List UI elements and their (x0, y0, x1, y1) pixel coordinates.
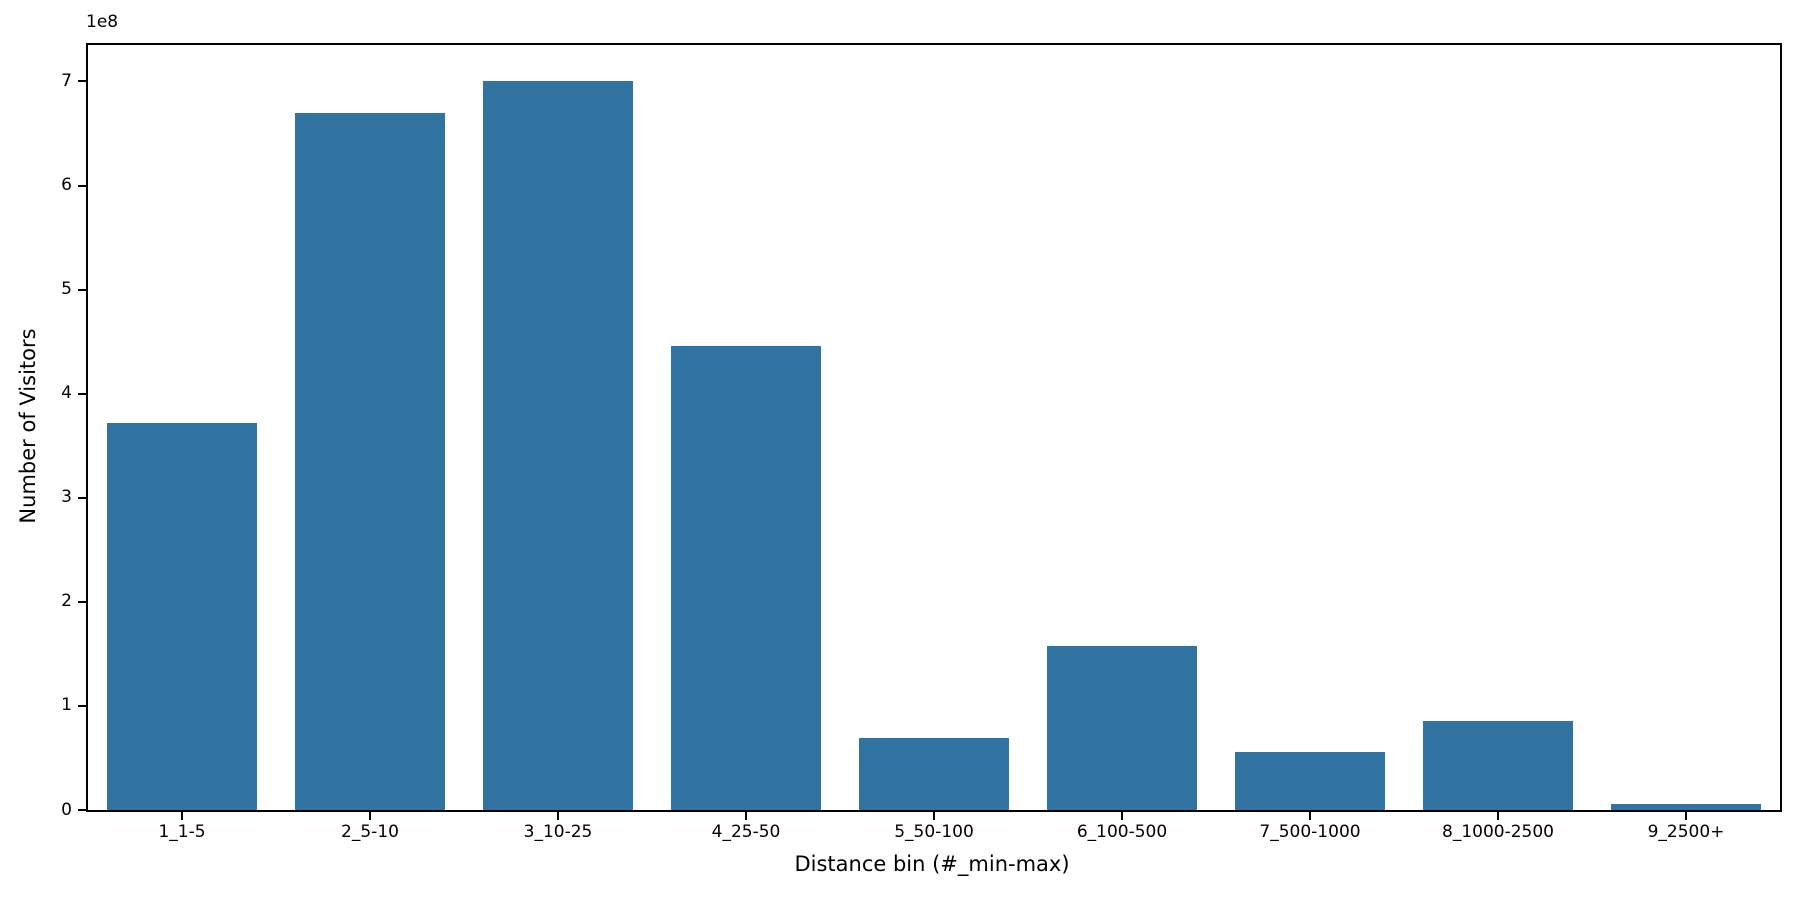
x-tick-mark (1121, 812, 1123, 820)
bar-2_5-10 (294, 112, 446, 810)
x-tick-label-8_1000-2500: 8_1000-2500 (1442, 822, 1554, 842)
y-tick-label-5: 5 (61, 279, 72, 300)
x-tick-label-1_1-5: 1_1-5 (158, 822, 206, 842)
y-tick-mark (78, 704, 86, 707)
x-tick-label-3_10-25: 3_10-25 (523, 822, 593, 842)
bar-9_2500+ (1610, 803, 1762, 810)
bar-1_1-5 (106, 422, 258, 810)
x-tick-label-4_25-50: 4_25-50 (711, 822, 781, 842)
x-axis-label: Distance bin (#_min-max) (794, 852, 1070, 876)
bar-3_10-25 (482, 81, 634, 810)
y-tick-label-0: 0 (61, 799, 72, 820)
y-tick-label-2: 2 (61, 591, 72, 612)
x-tick-mark (933, 812, 935, 820)
bar-4_25-50 (670, 345, 822, 810)
x-tick-mark (1497, 812, 1499, 820)
y-tick-label-1: 1 (61, 695, 72, 716)
y-tick-label-6: 6 (61, 175, 72, 195)
y-tick-label-4: 4 (61, 383, 72, 404)
x-tick-label-6_100-500: 6_100-500 (1076, 822, 1168, 842)
x-tick-label-9_2500+: 9_2500+ (1647, 822, 1725, 842)
y-axis-offset-text: 1e8 (86, 12, 119, 32)
x-tick-mark (745, 812, 747, 820)
bar-5_50-100 (858, 738, 1010, 810)
y-tick-label-3: 3 (61, 487, 72, 508)
y-axis-label: Number of Visitors (16, 328, 40, 524)
y-tick-mark (78, 496, 86, 499)
bar-6_100-500 (1046, 645, 1198, 810)
x-tick-mark (1309, 812, 1311, 820)
x-tick-label-5_50-100: 5_50-100 (894, 822, 974, 842)
y-tick-mark (78, 288, 86, 291)
y-tick-mark (78, 80, 86, 83)
x-tick-mark (181, 812, 183, 820)
bar-7_500-1000 (1234, 751, 1386, 810)
y-tick-mark (78, 600, 86, 603)
y-tick-label-7: 7 (61, 70, 72, 91)
bar-8_1000-2500 (1422, 720, 1574, 810)
plot-area: 0 1 2 3 4 5 6 7 1_1-5 2_5-10 3_10-25 4_25-50 5_50-10… (61, 43, 1782, 841)
x-tick-mark (557, 812, 559, 820)
x-tick-mark (1685, 812, 1687, 820)
x-tick-label-7_500-1000: 7_500-1000 (1259, 822, 1361, 842)
y-tick-mark (78, 184, 86, 187)
x-tick-mark (369, 812, 371, 820)
y-tick-mark (78, 809, 86, 811)
y-tick-mark (78, 392, 86, 395)
x-tick-label-2_5-10: 2_5-10 (341, 822, 399, 842)
